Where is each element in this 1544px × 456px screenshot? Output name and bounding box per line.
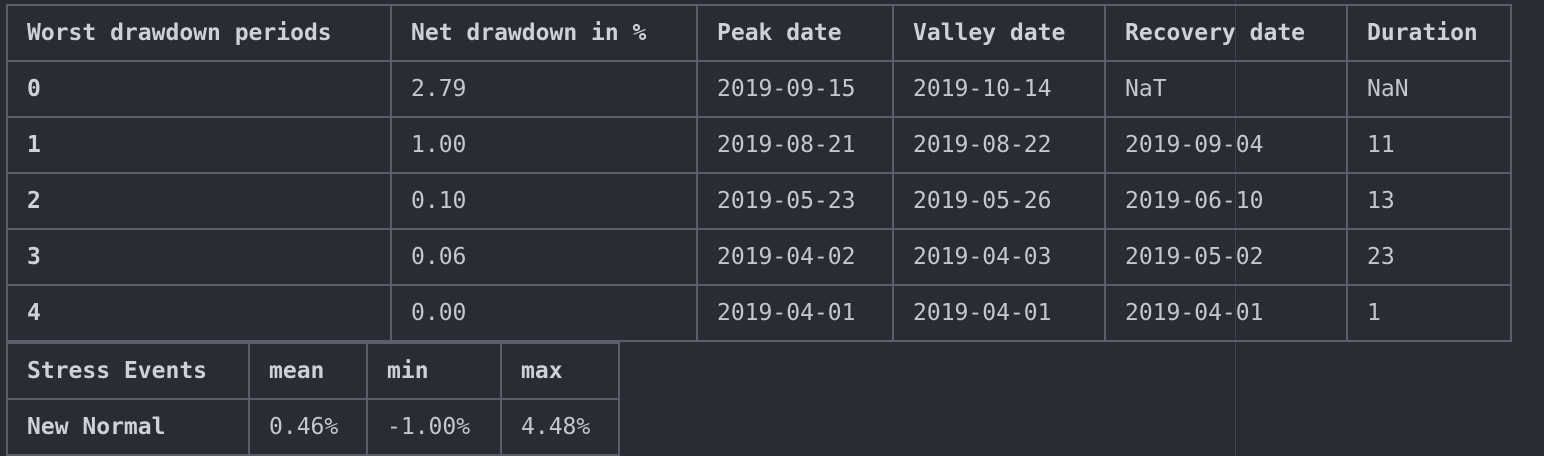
recovery-date-cell: 2019-04-01 [1104, 284, 1348, 342]
column-header: max [500, 342, 620, 400]
peak-date-cell: 2019-05-23 [696, 172, 894, 230]
valley-date-cell: 2019-05-26 [892, 172, 1106, 230]
valley-date-cell: 2019-04-01 [892, 284, 1106, 342]
table-header-row: Stress Events mean min max [6, 342, 620, 400]
column-header: Valley date [892, 4, 1106, 62]
table-row: 4 0.00 2019-04-01 2019-04-01 2019-04-01 … [6, 284, 1512, 342]
min-cell: -1.00% [366, 398, 502, 456]
duration-cell: 1 [1346, 284, 1512, 342]
net-drawdown-cell: 1.00 [390, 116, 698, 174]
column-header: Worst drawdown periods [6, 4, 392, 62]
duration-cell: 13 [1346, 172, 1512, 230]
net-drawdown-cell: 0.00 [390, 284, 698, 342]
stress-event-name: New Normal [6, 398, 250, 456]
table-row: New Normal 0.46% -1.00% 4.48% [6, 398, 620, 456]
peak-date-cell: 2019-04-02 [696, 228, 894, 286]
recovery-date-cell: NaT [1104, 60, 1348, 118]
row-index: 3 [6, 228, 392, 286]
net-drawdown-cell: 0.06 [390, 228, 698, 286]
valley-date-cell: 2019-10-14 [892, 60, 1106, 118]
duration-cell: NaN [1346, 60, 1512, 118]
table-row: 0 2.79 2019-09-15 2019-10-14 NaT NaN [6, 60, 1512, 118]
column-header: min [366, 342, 502, 400]
recovery-date-cell: 2019-09-04 [1104, 116, 1348, 174]
recovery-date-cell: 2019-05-02 [1104, 228, 1348, 286]
valley-date-cell: 2019-04-03 [892, 228, 1106, 286]
max-cell: 4.48% [500, 398, 620, 456]
column-header: Duration [1346, 4, 1512, 62]
row-index: 1 [6, 116, 392, 174]
row-index: 2 [6, 172, 392, 230]
peak-date-cell: 2019-04-01 [696, 284, 894, 342]
column-header: Stress Events [6, 342, 250, 400]
column-header: Peak date [696, 4, 894, 62]
column-header: mean [248, 342, 368, 400]
row-index: 0 [6, 60, 392, 118]
mean-cell: 0.46% [248, 398, 368, 456]
column-header: Net drawdown in % [390, 4, 698, 62]
net-drawdown-cell: 2.79 [390, 60, 698, 118]
worst-drawdown-table: Worst drawdown periods Net drawdown in %… [6, 4, 1512, 342]
row-index: 4 [6, 284, 392, 342]
table-header-row: Worst drawdown periods Net drawdown in %… [6, 4, 1512, 62]
stress-events-table: Stress Events mean min max New Normal 0.… [6, 342, 620, 456]
peak-date-cell: 2019-08-21 [696, 116, 894, 174]
recovery-date-cell: 2019-06-10 [1104, 172, 1348, 230]
peak-date-cell: 2019-09-15 [696, 60, 894, 118]
table-row: 2 0.10 2019-05-23 2019-05-26 2019-06-10 … [6, 172, 1512, 230]
duration-cell: 11 [1346, 116, 1512, 174]
column-header: Recovery date [1104, 4, 1348, 62]
table-row: 1 1.00 2019-08-21 2019-08-22 2019-09-04 … [6, 116, 1512, 174]
table-row: 3 0.06 2019-04-02 2019-04-03 2019-05-02 … [6, 228, 1512, 286]
duration-cell: 23 [1346, 228, 1512, 286]
net-drawdown-cell: 0.10 [390, 172, 698, 230]
valley-date-cell: 2019-08-22 [892, 116, 1106, 174]
